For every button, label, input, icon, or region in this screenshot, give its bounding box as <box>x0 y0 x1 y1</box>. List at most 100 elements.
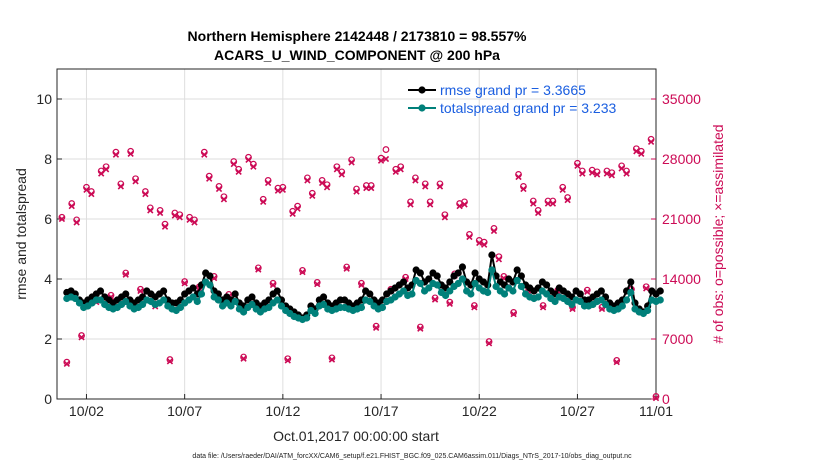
data-file-footnote: data file: /Users/raeder/DAI/ATM_forcXX/… <box>192 453 632 460</box>
obs-assimilated-marker <box>446 300 453 308</box>
obs-assimilated-marker <box>515 173 522 181</box>
obs-assimilated-marker <box>68 202 75 210</box>
y-axis-label: rmse and totalspread <box>13 168 29 300</box>
obs-assimilated-marker <box>426 201 434 208</box>
obs-assimilated-marker <box>579 170 586 177</box>
totalspread-point <box>644 306 652 315</box>
totalspread-point <box>509 287 517 295</box>
rmse-point <box>471 269 479 277</box>
y-tick-label: 2 <box>44 331 52 347</box>
rmse-point <box>597 287 605 295</box>
rmse-point <box>319 293 328 301</box>
obs-assimilated-marker <box>132 178 139 185</box>
obs-assimilated-marker <box>471 304 478 311</box>
obs-assimilated-marker <box>495 256 503 263</box>
totalspread-point <box>138 300 147 309</box>
obs-assimilated-marker <box>191 219 198 226</box>
obs-assimilated-marker <box>559 186 566 194</box>
obs-assimilated-marker <box>372 324 380 332</box>
totalspread-point <box>75 299 84 307</box>
legend-spread-swatch-marker <box>418 104 426 112</box>
obs-assimilated-marker <box>235 168 242 176</box>
obs-assimilated-marker <box>161 223 169 230</box>
obs-assimilated-marker <box>328 356 336 363</box>
rmse-point <box>399 278 408 286</box>
totalspread-point <box>122 297 130 306</box>
totalspread-point <box>277 302 286 310</box>
obs-assimilated-marker <box>363 184 370 192</box>
legend-rmse-swatch-marker <box>418 86 426 94</box>
y2-tick-label: 7000 <box>662 331 693 347</box>
totalspread-point <box>618 302 626 310</box>
totalspread-point <box>303 314 311 322</box>
totalspread-point <box>551 297 559 306</box>
y-tick-label: 6 <box>44 211 52 227</box>
obs-assimilated-marker <box>412 177 419 184</box>
totalspread-point <box>446 287 454 295</box>
obs-assimilated-marker <box>264 179 272 187</box>
obs-assimilated-marker <box>333 166 341 173</box>
obs-assimilated-marker <box>304 177 311 184</box>
totalspread-point <box>193 297 201 306</box>
rmse-point <box>517 272 525 280</box>
totalspread-point <box>484 288 492 297</box>
obs-assimilated-marker <box>250 163 257 170</box>
obs-assimilated-marker <box>549 200 557 207</box>
obs-assimilated-marker <box>618 165 625 172</box>
plot-area <box>56 68 657 400</box>
obs-assimilated-marker <box>338 171 345 178</box>
obs-assimilated-marker <box>98 170 105 177</box>
obs-assimilated-marker <box>510 310 517 318</box>
obs-assimilated-marker <box>137 287 144 295</box>
chart-title: Northern Hemisphere 2142448 / 2173810 = … <box>188 28 527 44</box>
totalspread-point <box>366 297 374 306</box>
totalspread-point <box>601 300 610 309</box>
obs-assimilated-marker <box>358 281 365 289</box>
obs-assimilated-marker <box>323 184 331 191</box>
obs-assimilated-marker <box>461 201 468 208</box>
obs-assimilated-marker <box>643 285 650 292</box>
y-tick-label: 8 <box>44 151 52 167</box>
rmse-point <box>446 278 454 286</box>
obs-assimilated-marker <box>166 358 174 365</box>
totalspread-point <box>96 296 105 304</box>
y-tick-label: 0 <box>44 391 52 407</box>
obs-assimilated-marker <box>382 155 390 163</box>
obs-assimilated-marker <box>309 192 316 200</box>
rmse-point <box>425 275 433 283</box>
totalspread-point <box>492 282 500 291</box>
y2-axis-ticks: 0 7000 14000 21000 28000 35000 <box>651 91 701 407</box>
obs-assimilated-marker <box>593 171 601 178</box>
obs-assimilated-marker <box>142 190 149 198</box>
totalspread-point <box>656 296 664 304</box>
totalspread-point <box>458 275 467 283</box>
obs-assimilated-marker <box>186 216 193 224</box>
obs-assimilated-marker <box>603 170 611 177</box>
totalspread-point <box>265 303 273 312</box>
obs-assimilated-marker <box>230 160 237 168</box>
obs-assimilated-marker <box>534 209 542 217</box>
rmse-point <box>366 290 374 298</box>
obs-assimilated-marker <box>436 183 444 190</box>
obs-assimilated-marker <box>279 186 287 194</box>
rmse-point <box>433 272 441 280</box>
grid-lines <box>57 69 657 400</box>
totalspread-point <box>160 296 168 304</box>
obs-assimilated-marker <box>269 281 277 289</box>
obs-assimilated-marker <box>294 205 301 212</box>
rmse-point <box>231 290 239 298</box>
totalspread-point <box>311 309 319 318</box>
totalspread-point <box>576 297 584 306</box>
rmse-point <box>458 263 467 271</box>
obs-assimilated-marker <box>274 187 282 194</box>
obs-possible-marker <box>382 146 390 153</box>
totalspread-point <box>442 291 450 300</box>
totalspread-point <box>488 266 496 274</box>
obs-assimilated-marker <box>299 268 306 276</box>
obs-assimilated-marker <box>490 227 498 235</box>
obs-assimilated-marker <box>255 266 262 273</box>
series-lines <box>63 251 664 324</box>
obs-assimilated-marker <box>343 265 350 272</box>
rmse-point <box>160 287 168 295</box>
totalspread-point <box>467 290 475 298</box>
